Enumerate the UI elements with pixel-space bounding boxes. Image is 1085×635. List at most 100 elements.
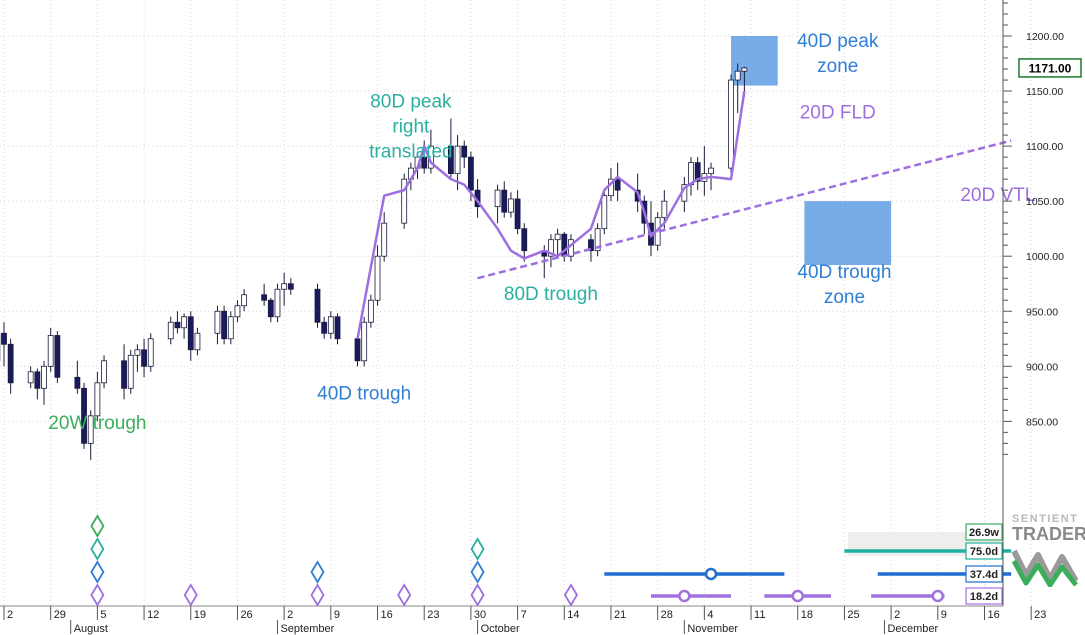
- candle: [694, 157, 701, 191]
- candle: [327, 311, 334, 339]
- candle-body: [334, 316, 341, 340]
- candle-body: [454, 145, 461, 175]
- candle: [561, 231, 568, 262]
- candle: [734, 63, 741, 114]
- candle-body: [221, 310, 228, 340]
- annotation-line: 40D trough: [317, 383, 411, 404]
- candle: [234, 300, 241, 323]
- candle-body: [381, 222, 388, 257]
- y-tick-label: 1150.00: [1026, 86, 1063, 98]
- candle: [54, 331, 61, 383]
- y-tick-label: 1200.00: [1026, 31, 1064, 43]
- candle-body: [614, 178, 621, 191]
- candle: [147, 333, 154, 372]
- candle-body: [54, 335, 61, 378]
- candle: [74, 360, 81, 394]
- candle-body: [708, 167, 714, 175]
- candle: [521, 223, 528, 262]
- x-tick-label: 11: [754, 609, 765, 621]
- candle: [41, 360, 47, 405]
- x-tick-label: 23: [427, 609, 439, 621]
- cycle-diamond-icon: [470, 537, 485, 561]
- candle-body: [521, 228, 528, 252]
- candle-body: [141, 349, 147, 367]
- projection-center: [931, 589, 945, 603]
- cycle-markers: [90, 514, 578, 607]
- candle-body: [261, 294, 268, 301]
- candle-body: [87, 415, 94, 444]
- cycle-diamond-icon: [310, 583, 325, 607]
- candle-body: [241, 294, 248, 307]
- candle-body: [508, 198, 514, 213]
- candle: [614, 162, 621, 202]
- projection-tag: [965, 542, 1003, 560]
- candles: [0, 63, 748, 460]
- y-tick-label: 1100.00: [1026, 141, 1063, 153]
- candle: [601, 190, 608, 235]
- candle-body: [601, 195, 608, 230]
- candle-body: [421, 156, 428, 169]
- candle-body: [728, 79, 734, 169]
- candle-body: [287, 283, 294, 290]
- projection-center: [678, 589, 691, 603]
- candle-body: [234, 305, 241, 318]
- projection-center: [704, 567, 718, 581]
- candle-body: [34, 371, 41, 389]
- x-tick-label: 26: [240, 609, 252, 621]
- annotation-label: 80D trough: [504, 284, 598, 305]
- candle-body: [267, 299, 274, 318]
- candle: [334, 313, 341, 345]
- candle: [494, 184, 501, 224]
- candle: [87, 410, 94, 460]
- annotation-line: zone: [824, 287, 865, 308]
- candle-body: [354, 338, 361, 362]
- x-tick-label: 2: [894, 609, 900, 621]
- candle-body: [1, 332, 7, 345]
- cycle-diamond-icon: [90, 583, 105, 607]
- candle-body: [514, 198, 521, 230]
- cycle-projections: 18.2d 37.4d 75.0d 26.9w: [604, 523, 1012, 605]
- x-tick-label: 18: [801, 609, 813, 621]
- annotation-label: 20D VTL: [960, 185, 1035, 206]
- vtl-line: [477, 139, 1012, 280]
- candle-body: [734, 70, 741, 81]
- candle: [588, 234, 594, 262]
- candle-body: [167, 321, 174, 340]
- candle-body: [588, 239, 594, 252]
- x-tick-label: 4: [707, 609, 713, 621]
- x-tick-label: 29: [54, 609, 66, 621]
- candle-body: [214, 310, 221, 334]
- candle: [81, 382, 87, 449]
- candle-body: [314, 288, 321, 323]
- candle-body: [361, 321, 368, 362]
- sentient-trader-logo: SENTIENT TRADER: [1011, 513, 1085, 593]
- y-tick-label: 1000.00: [1026, 251, 1064, 263]
- overlay-lines: [356, 90, 1012, 340]
- candle: [174, 311, 181, 334]
- x-axis: 2 29 5 12 19 26 2 9 16 23 30 7 14 21 28 4 11 18 25 2 9 16 23Au…: [0, 605, 1046, 635]
- candle: [447, 118, 454, 180]
- x-tick-label: 16: [381, 609, 393, 621]
- candle-body: [181, 316, 187, 329]
- cycle-diamond-icon: [183, 583, 198, 607]
- candle: [508, 192, 514, 218]
- x-tick-label: 12: [147, 609, 159, 621]
- annotation-line: right: [392, 117, 430, 138]
- projection-label: 18.2d: [970, 591, 998, 603]
- candle: [501, 181, 508, 218]
- month-label: October: [481, 623, 520, 635]
- x-tick-label: 25: [847, 609, 859, 621]
- cycle-diamond-icon: [90, 560, 105, 584]
- candle-body: [147, 338, 154, 367]
- annotation-line: 20D FLD: [800, 103, 876, 124]
- candle-body: [74, 376, 81, 389]
- candle: [374, 245, 381, 306]
- cycle-diamond-icon: [90, 537, 105, 561]
- last-price-label: 1171.00: [1029, 61, 1072, 75]
- candle-body: [81, 387, 87, 444]
- x-tick-label: 2: [287, 609, 293, 621]
- candle: [167, 316, 174, 345]
- annotation-label: 20D FLD: [800, 103, 876, 124]
- candle: [274, 283, 281, 323]
